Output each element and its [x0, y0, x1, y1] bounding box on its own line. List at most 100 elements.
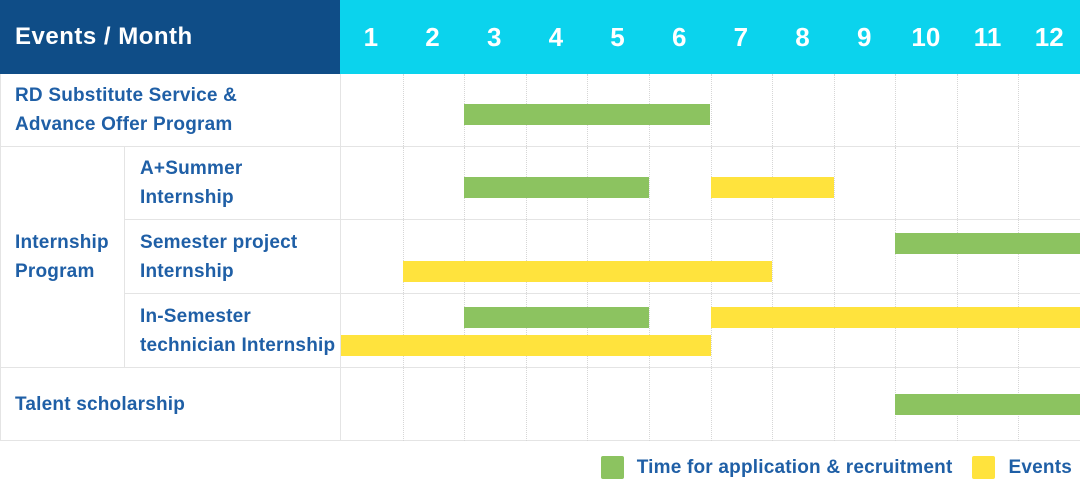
month-grid-line — [833, 220, 835, 293]
month-label-11: 11 — [973, 21, 1002, 52]
month-label-1: 1 — [363, 21, 379, 52]
group-rows: A+Summer Internship Semester project Int… — [124, 147, 1080, 367]
row-label-line: technician Internship — [140, 334, 336, 356]
month-grid-line — [772, 220, 774, 293]
month-grid-line — [525, 294, 527, 367]
row-talent-scholarship: Talent scholarship — [0, 368, 1080, 441]
month-track — [340, 220, 1080, 293]
month-grid-line — [464, 368, 466, 441]
application-recruitment-bar — [464, 307, 649, 328]
table-left-border — [0, 74, 1, 440]
row-label: Semester project Internship — [124, 220, 340, 293]
row-label-line: In-Semester — [140, 305, 251, 327]
legend: Time for application & recruitment Event… — [600, 456, 1072, 479]
event-bar — [402, 261, 773, 282]
row-in-semester-technician-internship: In-Semester technician Internship — [124, 294, 1080, 367]
month-grid-line — [587, 220, 589, 293]
month-grid-line — [895, 147, 897, 219]
row-label-line: Advance Offer Program — [15, 114, 233, 135]
table-header: Events / Month 1 2 3 4 5 6 7 8 9 10 11 12 — [0, 0, 1080, 74]
application-recruitment-bar — [895, 233, 1080, 254]
month-grid-line — [1018, 74, 1020, 146]
row-a-plus-summer-internship: A+Summer Internship — [124, 147, 1080, 220]
application-recruitment-bar — [895, 394, 1080, 415]
row-semester-project-internship: Semester project Internship — [124, 220, 1080, 294]
events-month-title: Events / Month — [15, 23, 193, 50]
month-grid-line — [1018, 220, 1020, 293]
month-grid-line — [833, 147, 835, 219]
application-recruitment-swatch — [600, 456, 624, 479]
group-label: Internship Program — [0, 147, 124, 367]
legend-label: Events — [1008, 456, 1072, 478]
month-grid-line — [587, 368, 589, 441]
month-label-5: 5 — [610, 21, 625, 52]
month-grid-line — [833, 368, 835, 441]
month-grid-line — [402, 147, 404, 219]
row-label: A+Summer Internship — [124, 147, 340, 219]
legend-item-application-recruitment: Time for application & recruitment — [600, 456, 953, 479]
events-month-header-cell: Events / Month — [0, 0, 340, 74]
month-grid-line — [402, 368, 404, 441]
month-grid-line — [648, 368, 650, 441]
month-grid-line — [710, 368, 712, 441]
month-label-2: 2 — [425, 21, 440, 52]
application-recruitment-bar — [464, 177, 649, 198]
month-header-row: 1 2 3 4 5 6 7 8 9 10 11 12 — [340, 0, 1080, 74]
month-grid-line — [956, 74, 958, 146]
row-rd-substitute-service: RD Substitute Service & Advance Offer Pr… — [0, 74, 1080, 147]
month-label-8: 8 — [795, 21, 810, 52]
month-label-12: 12 — [1034, 21, 1064, 52]
legend-item-events: Events — [972, 456, 1072, 479]
month-grid-line — [648, 147, 650, 219]
month-grid-line — [464, 294, 466, 367]
month-track — [340, 147, 1080, 219]
month-grid-line — [833, 74, 835, 146]
month-grid-line — [710, 220, 712, 293]
events-swatch — [972, 456, 996, 479]
month-grid-line — [710, 294, 712, 367]
month-grid-line — [402, 220, 404, 293]
month-grid-line — [1018, 294, 1020, 367]
month-label-7: 7 — [733, 21, 749, 52]
month-grid-line — [833, 294, 835, 367]
month-track — [340, 74, 1080, 146]
month-grid-line — [772, 294, 774, 367]
group-label-line: Internship — [15, 232, 109, 253]
row-label: Talent scholarship — [0, 368, 340, 441]
month-grid-line — [1018, 147, 1020, 219]
row-label-line: Internship — [140, 187, 234, 208]
month-grid-line — [525, 220, 527, 293]
table-body: RD Substitute Service & Advance Offer Pr… — [0, 74, 1080, 441]
month-label-6: 6 — [671, 21, 687, 52]
month-label-3: 3 — [486, 21, 502, 52]
event-bar — [710, 177, 834, 198]
month-grid-line — [895, 74, 897, 146]
event-bar — [341, 335, 711, 356]
month-label-9: 9 — [856, 21, 872, 52]
month-grid-line — [956, 294, 958, 367]
event-bar — [710, 307, 1080, 328]
row-label: In-Semester technician Internship — [124, 294, 340, 367]
month-grid-line — [525, 368, 527, 441]
row-label-line: Talent scholarship — [15, 394, 186, 415]
application-recruitment-bar — [464, 104, 711, 125]
group-internship-program: Internship Program A+Summer Internship S… — [0, 147, 1080, 368]
month-grid-line — [464, 220, 466, 293]
group-label-line: Program — [15, 261, 95, 282]
month-grid-line — [402, 74, 404, 146]
row-label: RD Substitute Service & Advance Offer Pr… — [0, 74, 340, 146]
month-grid-line — [587, 294, 589, 367]
month-label-10: 10 — [911, 21, 941, 52]
month-grid-line — [895, 220, 897, 293]
row-label-line: A+Summer — [140, 158, 243, 179]
month-grid-line — [956, 147, 958, 219]
month-grid-line — [772, 368, 774, 441]
month-grid-line — [648, 220, 650, 293]
month-grid-line — [956, 220, 958, 293]
month-grid-line — [895, 294, 897, 367]
row-label-line: RD Substitute Service & — [15, 85, 238, 106]
month-track — [340, 368, 1080, 441]
row-label-line: Semester project — [140, 231, 298, 253]
row-label-line: Internship — [140, 260, 234, 282]
